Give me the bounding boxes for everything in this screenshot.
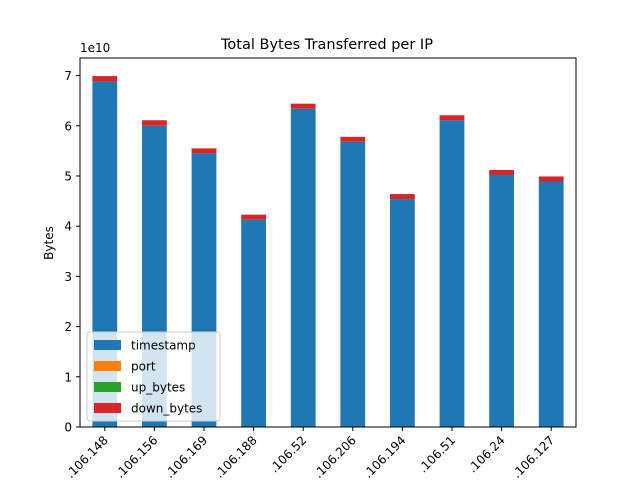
bar-timestamp-7 — [439, 120, 465, 427]
legend-box — [86, 331, 221, 422]
x-tick-label: .106.156 — [113, 433, 161, 480]
plot-area-frame — [79, 57, 577, 428]
bar-timestamp-8 — [489, 174, 514, 427]
y-tick-label: 0 — [64, 421, 72, 435]
legend-label: timestamp — [131, 339, 196, 353]
x-axis: .106.148.106.156.106.169.106.188.106.52.… — [63, 427, 557, 480]
x-tick-label: .106.52 — [267, 433, 309, 475]
bar-timestamp-5 — [340, 141, 366, 427]
legend-label: port — [131, 360, 156, 374]
bar-down-bytes-7 — [439, 115, 465, 121]
bar-down-bytes-9 — [538, 176, 564, 182]
legend-swatch-timestamp — [94, 340, 121, 350]
x-tick-label: .106.127 — [510, 433, 558, 480]
legend-swatch-down-bytes — [94, 403, 121, 413]
bar-down-bytes-1 — [142, 120, 167, 126]
x-tick-label: .106.148 — [63, 433, 111, 480]
bar-down-bytes-4 — [290, 103, 316, 109]
bar-timestamp-3 — [241, 219, 266, 427]
y-tick-label: 5 — [64, 169, 72, 183]
y-axis-offset-label: 1e10 — [80, 41, 110, 55]
y-tick-label: 1 — [64, 370, 72, 384]
x-tick-label: .106.169 — [162, 433, 210, 480]
y-tick-label: 2 — [64, 320, 72, 334]
y-tick-label: 6 — [64, 119, 72, 133]
bar-timestamp-4 — [290, 108, 316, 428]
legend-label: down_bytes — [131, 402, 202, 416]
x-tick-label: .106.206 — [311, 433, 359, 480]
legend-swatch-up-bytes — [94, 382, 121, 392]
bar-down-bytes-5 — [340, 136, 366, 142]
x-tick-label: .106.194 — [361, 433, 409, 480]
bar-down-bytes-6 — [390, 194, 415, 200]
x-tick-label: .106.24 — [465, 433, 507, 475]
bar-timestamp-6 — [390, 199, 415, 427]
y-tick-label: 3 — [64, 270, 72, 284]
legend: timestamp port up_bytes down_bytes — [86, 331, 221, 422]
x-tick-label: .106.51 — [416, 433, 458, 475]
bar-down-bytes-8 — [489, 169, 514, 175]
y-axis-label: Bytes — [42, 226, 56, 260]
y-axis: 0 1 2 3 4 5 6 7 — [64, 69, 80, 435]
legend-label: up_bytes — [131, 381, 185, 395]
y-tick-label: 7 — [64, 69, 72, 83]
legend-swatch-port — [94, 361, 121, 371]
chart-title: Total Bytes Transferred per IP — [220, 37, 433, 53]
bar-down-bytes-0 — [92, 76, 118, 82]
bar-down-bytes-3 — [241, 214, 266, 220]
bar-timestamp-9 — [538, 181, 564, 427]
x-tick-label: .106.188 — [212, 433, 260, 480]
bar-down-bytes-2 — [191, 148, 217, 154]
y-tick-label: 4 — [64, 220, 72, 234]
